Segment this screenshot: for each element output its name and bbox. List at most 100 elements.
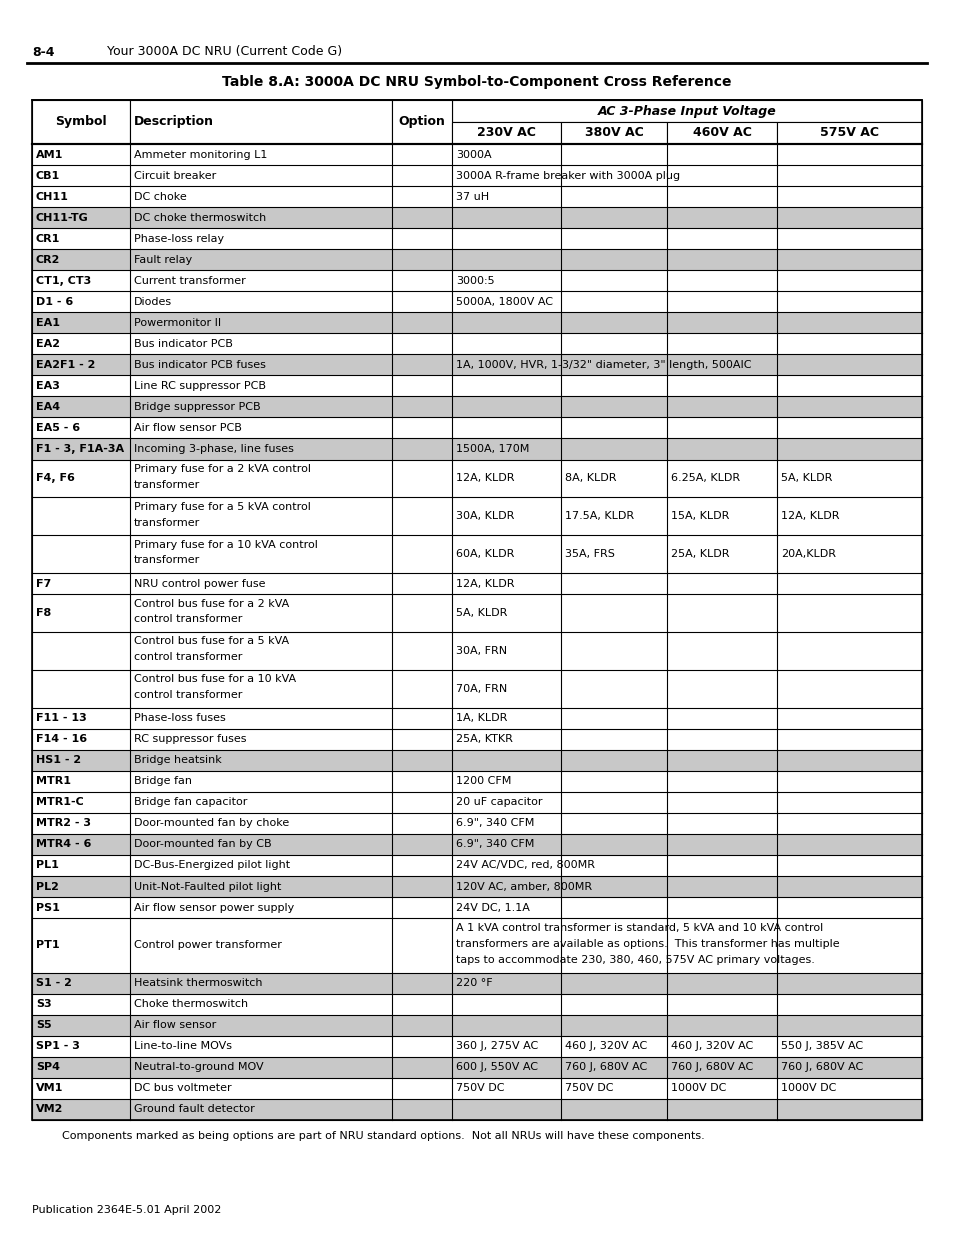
Text: control transformer: control transformer (133, 690, 242, 700)
Text: 120V AC, amber, 800MR: 120V AC, amber, 800MR (456, 882, 592, 892)
Bar (32, 1057, 921, 1078)
Text: 760 J, 680V AC: 760 J, 680V AC (781, 1062, 862, 1072)
Bar (452, 100, 921, 122)
Bar (32, 100, 921, 1120)
Text: Control bus fuse for a 5 kVA: Control bus fuse for a 5 kVA (133, 636, 289, 646)
Bar (666, 122, 776, 144)
Text: Bridge fan capacitor: Bridge fan capacitor (133, 798, 247, 808)
Text: EA1: EA1 (36, 317, 60, 327)
Text: Publication 2364E-5.01 April 2002: Publication 2364E-5.01 April 2002 (32, 1205, 221, 1215)
Text: PS1: PS1 (36, 903, 60, 913)
Text: D1 - 6: D1 - 6 (36, 296, 73, 306)
Text: AC 3-Phase Input Voltage: AC 3-Phase Input Voltage (597, 105, 776, 117)
Text: MTR1-C: MTR1-C (36, 798, 84, 808)
Text: 760 J, 680V AC: 760 J, 680V AC (564, 1062, 646, 1072)
Bar (32, 249, 921, 270)
Text: 460V AC: 460V AC (692, 126, 751, 140)
Text: CR1: CR1 (36, 233, 60, 243)
Bar (32, 594, 921, 632)
Text: 750V DC: 750V DC (564, 1083, 613, 1093)
Text: Ammeter monitoring L1: Ammeter monitoring L1 (133, 149, 267, 159)
Text: Table 8.A: 3000A DC NRU Symbol-to-Component Cross Reference: Table 8.A: 3000A DC NRU Symbol-to-Compon… (222, 75, 731, 89)
Text: Components marked as being options are part of NRU standard options.  Not all NR: Components marked as being options are p… (62, 1131, 704, 1141)
Bar (32, 498, 921, 535)
Bar (32, 228, 921, 249)
Text: DC choke: DC choke (133, 191, 187, 201)
Text: Bus indicator PCB: Bus indicator PCB (133, 338, 233, 348)
Text: 460 J, 320V AC: 460 J, 320V AC (670, 1041, 753, 1051)
Text: SP4: SP4 (36, 1062, 60, 1072)
Text: DC choke thermoswitch: DC choke thermoswitch (133, 212, 266, 222)
Bar (32, 1078, 921, 1099)
Text: 380V AC: 380V AC (584, 126, 642, 140)
Text: 20 uF capacitor: 20 uF capacitor (456, 798, 542, 808)
Text: SP1 - 3: SP1 - 3 (36, 1041, 80, 1051)
Text: EA3: EA3 (36, 380, 60, 391)
Text: 3000:5: 3000:5 (456, 275, 494, 285)
Text: A 1 kVA control transformer is standard, 5 kVA and 10 kVA control: A 1 kVA control transformer is standard,… (456, 923, 822, 932)
Text: EA4: EA4 (36, 401, 60, 412)
Text: 30A, KLDR: 30A, KLDR (456, 511, 514, 521)
Text: 25A, KLDR: 25A, KLDR (670, 550, 729, 559)
Text: Bridge heatsink: Bridge heatsink (133, 756, 221, 766)
Bar (32, 100, 130, 144)
Text: 60A, KLDR: 60A, KLDR (456, 550, 514, 559)
Text: 30A, FRN: 30A, FRN (456, 646, 507, 656)
Text: 24V AC/VDC, red, 800MR: 24V AC/VDC, red, 800MR (456, 861, 595, 871)
Bar (130, 100, 392, 144)
Text: Symbol: Symbol (55, 116, 107, 128)
Bar (32, 750, 921, 771)
Text: Line RC suppressor PCB: Line RC suppressor PCB (133, 380, 266, 391)
Bar (32, 535, 921, 573)
Text: Door-mounted fan by choke: Door-mounted fan by choke (133, 819, 289, 829)
Text: 1200 CFM: 1200 CFM (456, 777, 511, 787)
Text: 35A, FRS: 35A, FRS (564, 550, 615, 559)
Bar (32, 396, 921, 417)
Text: Bus indicator PCB fuses: Bus indicator PCB fuses (133, 359, 266, 369)
Text: 1000V DC: 1000V DC (781, 1083, 836, 1093)
Text: 6.9", 340 CFM: 6.9", 340 CFM (456, 819, 534, 829)
Bar (32, 375, 921, 396)
Text: F7: F7 (36, 579, 51, 589)
Bar (392, 100, 452, 144)
Text: 5000A, 1800V AC: 5000A, 1800V AC (456, 296, 553, 306)
Bar (32, 708, 921, 729)
Text: Option: Option (398, 116, 445, 128)
Text: F8: F8 (36, 608, 51, 618)
Text: MTR4 - 6: MTR4 - 6 (36, 840, 91, 850)
Text: 230V AC: 230V AC (476, 126, 536, 140)
Bar (32, 632, 921, 669)
Text: 5A, KLDR: 5A, KLDR (456, 608, 507, 618)
Text: Your 3000A DC NRU (Current Code G): Your 3000A DC NRU (Current Code G) (107, 46, 342, 58)
Bar (32, 897, 921, 918)
Text: F11 - 13: F11 - 13 (36, 714, 87, 724)
Bar (32, 1099, 921, 1120)
Bar (32, 834, 921, 855)
Text: Line-to-line MOVs: Line-to-line MOVs (133, 1041, 232, 1051)
Bar (32, 270, 921, 291)
Text: 550 J, 385V AC: 550 J, 385V AC (781, 1041, 862, 1051)
Bar (32, 876, 921, 897)
Bar (32, 312, 921, 333)
Text: 750V DC: 750V DC (456, 1083, 504, 1093)
Text: 20A,KLDR: 20A,KLDR (781, 550, 835, 559)
Text: 37 uH: 37 uH (456, 191, 489, 201)
Text: PL1: PL1 (36, 861, 59, 871)
Text: Primary fuse for a 10 kVA control: Primary fuse for a 10 kVA control (133, 540, 317, 550)
Text: EA2F1 - 2: EA2F1 - 2 (36, 359, 95, 369)
Text: 6.9", 340 CFM: 6.9", 340 CFM (456, 840, 534, 850)
Text: Unit-Not-Faulted pilot light: Unit-Not-Faulted pilot light (133, 882, 281, 892)
Text: 12A, KLDR: 12A, KLDR (456, 579, 514, 589)
Bar (32, 100, 921, 144)
Text: 24V DC, 1.1A: 24V DC, 1.1A (456, 903, 529, 913)
Text: S5: S5 (36, 1020, 51, 1030)
Bar (32, 1036, 921, 1057)
Text: 460 J, 320V AC: 460 J, 320V AC (564, 1041, 646, 1051)
Text: F4, F6: F4, F6 (36, 473, 74, 483)
Text: Circuit breaker: Circuit breaker (133, 170, 216, 180)
Bar (32, 207, 921, 228)
Text: transformer: transformer (133, 479, 200, 490)
Text: Primary fuse for a 5 kVA control: Primary fuse for a 5 kVA control (133, 501, 311, 511)
Bar (452, 122, 560, 144)
Text: 1500A, 170M: 1500A, 170M (456, 445, 529, 454)
